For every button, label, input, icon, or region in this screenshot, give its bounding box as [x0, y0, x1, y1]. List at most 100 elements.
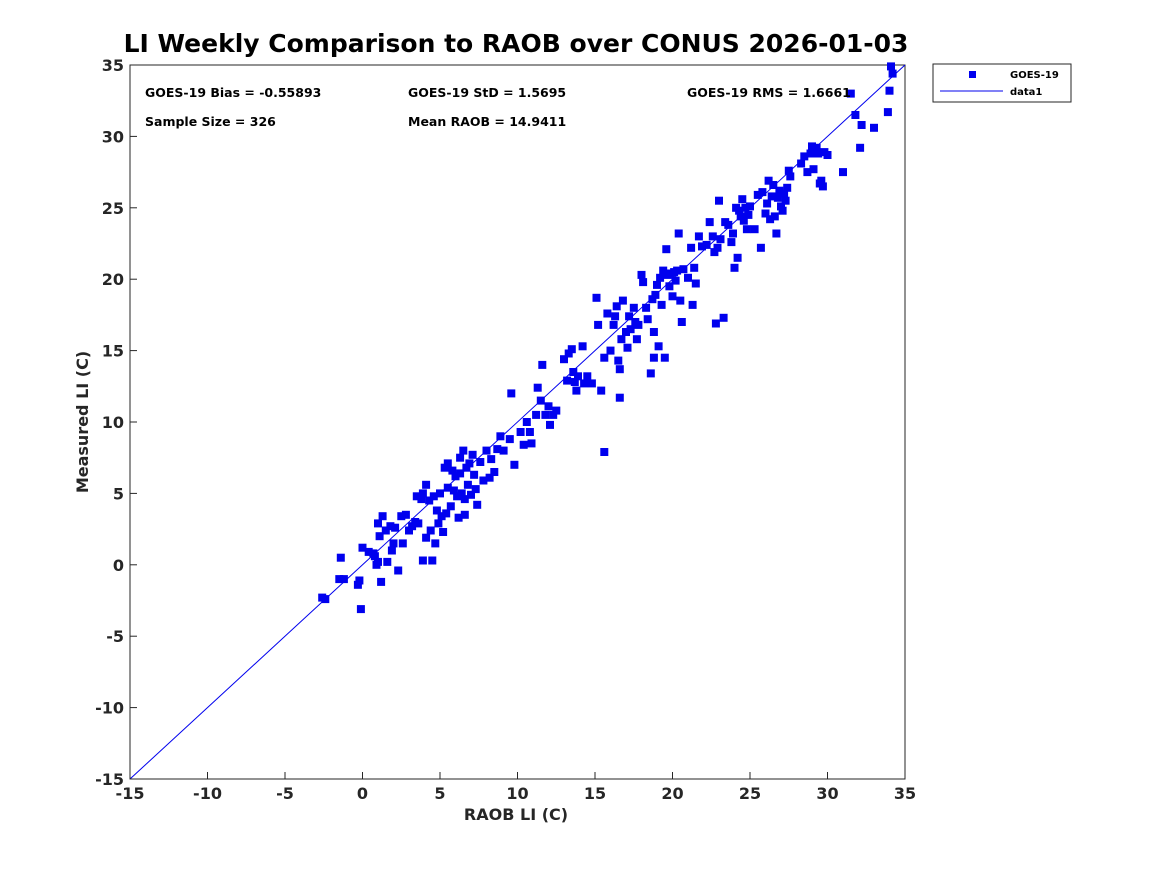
data-point [688, 300, 697, 309]
y-tick-label: 0 [113, 556, 124, 575]
data-point [417, 495, 426, 504]
data-point [612, 302, 621, 311]
data-point [797, 159, 806, 168]
data-point [764, 176, 773, 185]
data-point [662, 245, 671, 254]
data-point [769, 181, 778, 189]
data-point [887, 62, 895, 71]
data-point [715, 196, 723, 205]
data-point [617, 335, 626, 344]
y-tick-label: -15 [95, 770, 124, 789]
data-point [434, 519, 443, 528]
x-tick-label: 30 [816, 784, 838, 803]
data-point [690, 263, 699, 272]
data-point [378, 512, 387, 521]
data-point [485, 473, 494, 482]
data-point [656, 273, 665, 282]
data-point [476, 458, 485, 466]
data-point [803, 168, 812, 177]
data-point [808, 142, 816, 151]
data-point [615, 365, 624, 374]
data-point [546, 420, 554, 429]
data-point [570, 378, 579, 386]
data-point [761, 209, 770, 218]
data-point [660, 353, 669, 362]
data-point [775, 186, 784, 195]
data-point [335, 575, 344, 584]
data-point [462, 463, 471, 472]
data-point [648, 295, 657, 304]
data-point [637, 270, 646, 279]
data-point [374, 557, 382, 566]
data-point [487, 455, 496, 464]
data-point [578, 342, 587, 351]
data-point [583, 372, 592, 381]
x-tick-label: 35 [894, 784, 916, 803]
data-point [389, 539, 398, 548]
data-point [625, 312, 634, 321]
data-point [463, 480, 472, 489]
data-point [440, 463, 449, 472]
y-tick-label: 10 [102, 413, 124, 432]
data-point [536, 396, 545, 405]
data-point [428, 556, 437, 565]
data-point [387, 546, 396, 555]
data-point [673, 266, 682, 275]
data-point [724, 220, 733, 229]
data-point [691, 279, 700, 288]
y-axis-ticks: -15 -10 -5 0 5 10 15 20 25 30 35 [95, 56, 137, 789]
data-point [618, 296, 627, 305]
data-point [738, 195, 747, 204]
legend-marker-square-icon [969, 71, 976, 78]
y-tick-label: 35 [102, 56, 124, 75]
data-point [756, 243, 765, 252]
data-point [766, 215, 775, 224]
data-point [479, 476, 488, 485]
data-point [713, 243, 722, 252]
y-tick-label: -5 [106, 627, 124, 646]
data-point [753, 190, 762, 199]
data-point [657, 300, 666, 309]
data-point [522, 418, 531, 426]
data-point [739, 216, 748, 225]
data-point [733, 253, 742, 262]
y-tick-label: 20 [102, 270, 124, 289]
legend-label-goes19: GOES-19 [1010, 70, 1059, 81]
data-point [377, 577, 386, 586]
data-point [708, 232, 717, 241]
data-point [653, 280, 661, 289]
data-point [482, 446, 491, 455]
data-point [729, 229, 737, 238]
stat-mean-raob: Mean RAOB = 14.9411 [408, 114, 566, 129]
data-point [677, 318, 686, 326]
data-point [401, 510, 410, 519]
data-point [646, 369, 655, 378]
data-point [459, 446, 468, 455]
x-tick-label: 15 [584, 784, 606, 803]
data-point [470, 470, 479, 479]
data-point [516, 428, 525, 436]
data-point [770, 212, 779, 221]
y-tick-label: 15 [102, 342, 124, 361]
data-point [609, 320, 618, 329]
data-point [397, 512, 406, 521]
data-point [671, 276, 680, 285]
data-point [381, 526, 390, 535]
data-point [519, 440, 528, 449]
data-point [442, 509, 451, 518]
data-point [777, 202, 785, 211]
data-point [560, 355, 568, 364]
x-tick-label: -10 [193, 784, 222, 803]
data-point [425, 496, 434, 505]
data-point [432, 506, 441, 515]
data-point [651, 290, 660, 299]
data-point [684, 273, 692, 282]
data-point [437, 512, 446, 521]
x-tick-label: 20 [661, 784, 683, 803]
data-point [370, 552, 379, 561]
data-point [541, 410, 550, 419]
data-point [603, 309, 612, 318]
x-axis-label: RAOB LI (C) [464, 805, 568, 824]
data-point [694, 232, 703, 241]
data-point [398, 539, 407, 548]
